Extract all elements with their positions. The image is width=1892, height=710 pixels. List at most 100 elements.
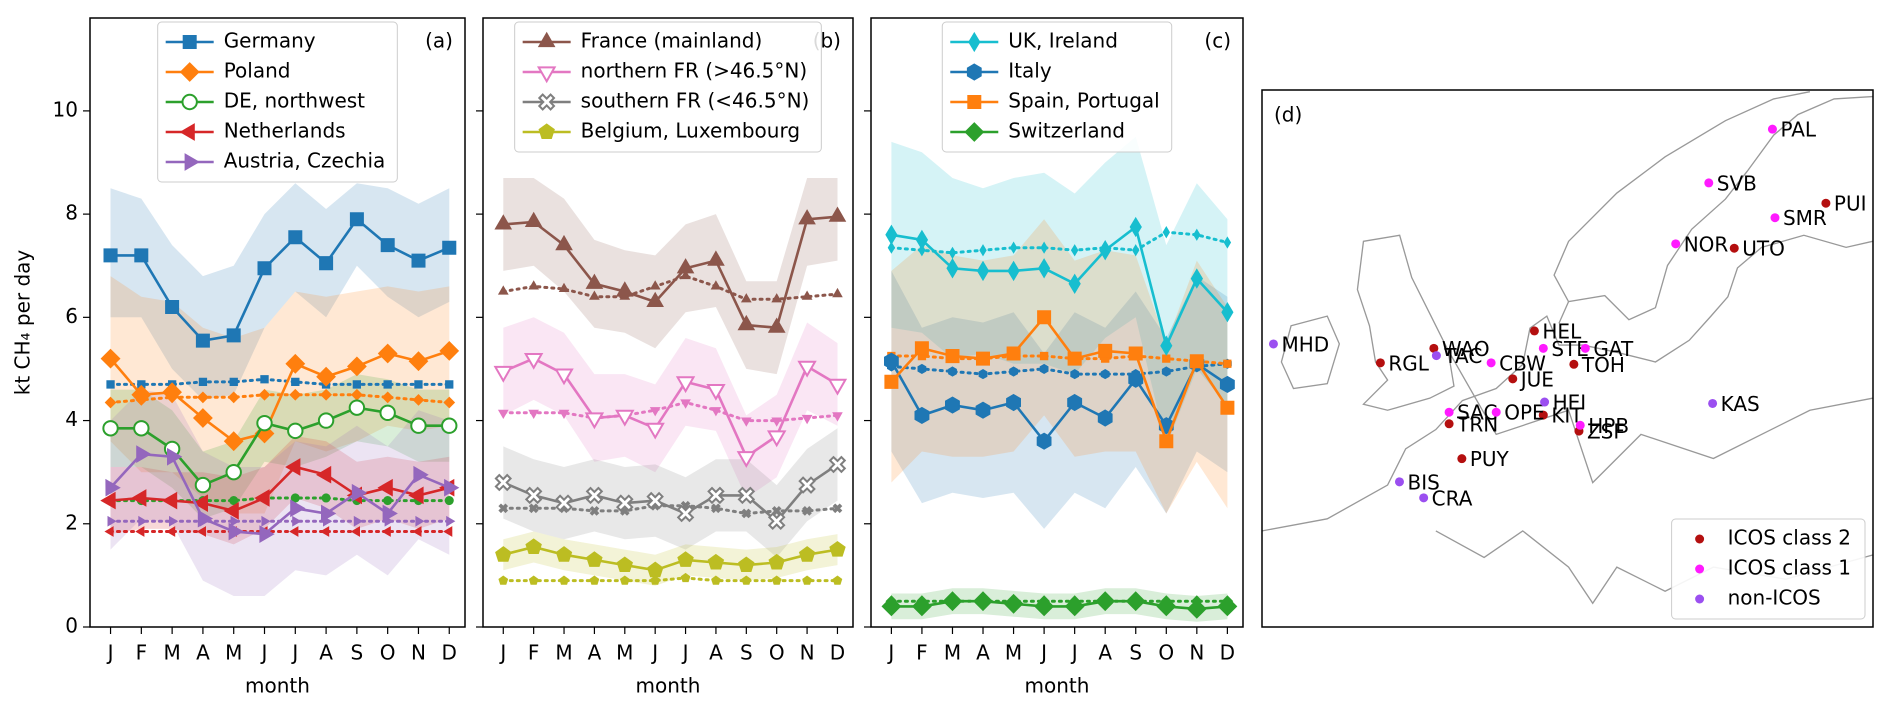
marker [445, 380, 454, 389]
marker [346, 356, 367, 377]
station [1729, 243, 1739, 253]
marker [524, 211, 543, 227]
marker [383, 496, 393, 506]
marker [946, 258, 959, 279]
y-tick-label: 8 [65, 201, 78, 225]
marker [181, 93, 198, 111]
marker [228, 522, 244, 541]
marker [537, 31, 556, 48]
marker [133, 420, 150, 437]
marker [964, 122, 985, 142]
marker [446, 515, 456, 527]
marker [586, 551, 603, 567]
marker [798, 546, 816, 562]
marker [1009, 366, 1018, 377]
marker [320, 388, 333, 401]
marker [192, 408, 213, 428]
series-line [891, 224, 1229, 350]
station [1508, 374, 1518, 384]
marker [1190, 268, 1203, 289]
station-label: HEI [1553, 391, 1587, 415]
marker [740, 293, 752, 303]
station-label: HPB [1588, 414, 1629, 438]
marker [649, 280, 661, 290]
marker [494, 214, 513, 230]
marker [1160, 335, 1173, 356]
station-label: TRN [1456, 412, 1498, 436]
marker [161, 491, 178, 510]
marker [528, 575, 539, 585]
marker [680, 269, 691, 280]
marker [767, 512, 786, 531]
marker [1067, 351, 1082, 366]
marker [948, 246, 957, 259]
marker [555, 234, 573, 251]
marker [319, 526, 330, 537]
marker [315, 465, 332, 484]
marker [646, 291, 664, 307]
marker [771, 293, 783, 303]
marker [292, 515, 302, 527]
station-label: PAL [1780, 118, 1816, 142]
station [1767, 124, 1777, 134]
station-label: GAT [1593, 337, 1634, 361]
marker [134, 248, 149, 263]
x-axis-label: month [1025, 674, 1090, 698]
station-label: CBW [1499, 351, 1546, 375]
station [1671, 239, 1681, 249]
marker [766, 430, 787, 448]
marker [615, 494, 634, 512]
marker [353, 515, 364, 527]
station [1444, 407, 1454, 417]
marker [555, 494, 573, 512]
marker [103, 248, 118, 263]
marker [100, 348, 121, 369]
x-tick-label: A [976, 641, 990, 665]
marker [942, 591, 963, 612]
marker [771, 575, 782, 585]
legend-label: Belgium, Luxembourg [581, 119, 800, 143]
marker [680, 399, 691, 409]
marker [832, 412, 843, 422]
x-tick-label: J [260, 641, 268, 665]
plot-frame [870, 17, 1244, 628]
marker [443, 396, 456, 409]
x-tick-label: M [555, 641, 572, 665]
marker [379, 404, 396, 422]
marker [525, 538, 542, 554]
marker [677, 551, 694, 567]
station [1569, 359, 1579, 369]
legend-label: Poland [224, 59, 291, 83]
marker [104, 526, 114, 537]
x-tick-label: M [225, 641, 242, 665]
marker [801, 290, 813, 300]
marker [619, 575, 630, 585]
marker [884, 374, 899, 389]
prior-line [889, 362, 1229, 376]
station-label: PUY [1470, 447, 1510, 471]
uncertainty-band [110, 389, 450, 596]
marker [1159, 434, 1174, 449]
marker [1099, 240, 1112, 261]
marker [413, 465, 429, 484]
marker [1217, 596, 1238, 617]
x-tick-label: J [1070, 641, 1078, 665]
marker [710, 280, 722, 290]
x-tick-label: J [886, 641, 894, 665]
marker [259, 525, 275, 543]
uncertainty-band [503, 531, 838, 586]
marker [1039, 351, 1049, 361]
marker [194, 476, 212, 494]
marker [740, 417, 752, 427]
marker [165, 300, 180, 314]
marker [528, 280, 539, 290]
marker [589, 290, 600, 300]
legend-label: southern FR (<46.5°N) [581, 89, 810, 113]
marker [1223, 359, 1232, 368]
x-tick-label: A [709, 641, 723, 665]
plot-frame [482, 17, 854, 628]
marker [1003, 593, 1024, 614]
x-tick-label: S [740, 641, 753, 665]
